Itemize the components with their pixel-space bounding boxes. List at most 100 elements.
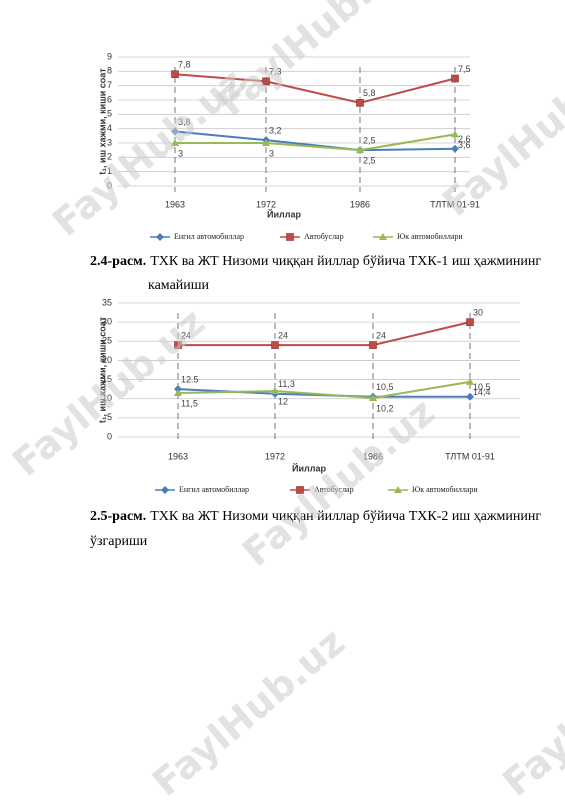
x-tick-label: ТЛТМ 01-91 bbox=[445, 451, 495, 461]
value-label: 3,8 bbox=[178, 117, 191, 127]
value-label: 10,5 bbox=[376, 382, 394, 392]
y-tick-label: 10 bbox=[102, 393, 112, 403]
y-tick-label: 8 bbox=[107, 66, 112, 76]
value-label: 3 bbox=[178, 148, 183, 158]
marker bbox=[271, 387, 279, 395]
caption: 2.5-расм. ТХК ва ЖТ Низоми чиққан йиллар … bbox=[90, 509, 541, 524]
caption-text: камайиши bbox=[148, 278, 210, 293]
marker bbox=[262, 139, 270, 146]
legend-label: Енгил автомобиллар bbox=[179, 485, 249, 494]
value-label: 12.5 bbox=[181, 375, 199, 385]
series-line bbox=[174, 73, 456, 104]
y-tick-label: 30 bbox=[102, 317, 112, 327]
y-axis-label: t₁, иш хажми, киши соат bbox=[97, 68, 107, 175]
value-label: 2,5 bbox=[363, 136, 376, 146]
caption-text: ТХК ва ЖТ Низоми чиққан йиллар бўйича ТХ… bbox=[150, 509, 541, 524]
marker bbox=[171, 127, 179, 136]
y-tick-label: 6 bbox=[107, 94, 112, 104]
marker bbox=[394, 486, 402, 493]
caption-number: 2.5-расм. bbox=[90, 509, 146, 524]
value-label: 7,5 bbox=[458, 64, 471, 74]
marker bbox=[161, 486, 169, 494]
value-label: 24 bbox=[278, 330, 288, 340]
y-tick-label: 4 bbox=[107, 123, 112, 133]
y-tick-label: 0 bbox=[107, 180, 112, 190]
series-line bbox=[177, 380, 471, 399]
marker bbox=[356, 99, 364, 107]
marker bbox=[171, 70, 179, 78]
legend-label: Автобуслар bbox=[314, 485, 354, 494]
marker bbox=[451, 144, 459, 153]
y-tick-label: 3 bbox=[107, 137, 112, 147]
x-tick-label: ТЛТМ 01-91 bbox=[430, 199, 480, 209]
marker bbox=[171, 139, 179, 146]
marker bbox=[379, 233, 387, 240]
marker bbox=[356, 146, 364, 154]
value-label: 10,2 bbox=[376, 403, 394, 413]
x-axis-label: Йиллар bbox=[292, 462, 326, 473]
y-tick-label: 2 bbox=[107, 152, 112, 162]
y-tick-label: 35 bbox=[102, 297, 112, 307]
y-tick-label: 9 bbox=[107, 51, 112, 61]
marker bbox=[451, 130, 459, 138]
value-label: 14,4 bbox=[473, 387, 491, 397]
value-label: 11,5 bbox=[181, 398, 198, 408]
marker bbox=[466, 318, 474, 326]
value-label: 11,3 bbox=[278, 379, 295, 389]
marker bbox=[466, 377, 474, 385]
x-tick-label: 1972 bbox=[256, 199, 276, 209]
legend-label: Енгил автомобиллар bbox=[174, 232, 244, 241]
value-label: 5,8 bbox=[363, 88, 376, 98]
marker bbox=[296, 486, 304, 494]
marker bbox=[286, 233, 294, 241]
series-line bbox=[175, 133, 456, 152]
y-tick-label: 0 bbox=[107, 431, 112, 441]
value-label: 2,6 bbox=[458, 134, 471, 144]
value-label: 24 bbox=[376, 330, 386, 340]
series-line bbox=[174, 130, 456, 152]
caption-number: 2.4-расм. bbox=[90, 254, 146, 269]
y-tick-label: 5 bbox=[107, 109, 112, 119]
legend-label: Юк автомобиллари bbox=[397, 232, 463, 241]
value-label: 10,5 bbox=[473, 382, 491, 392]
value-label: 7,8 bbox=[178, 60, 191, 70]
value-label: 2,5 bbox=[363, 156, 376, 166]
x-tick-label: 1972 bbox=[265, 451, 285, 461]
marker bbox=[369, 341, 377, 349]
value-label: 12 bbox=[278, 396, 288, 406]
marker bbox=[174, 341, 182, 349]
value-label: 30 bbox=[473, 308, 483, 318]
marker bbox=[466, 392, 474, 401]
value-label: 3 bbox=[269, 148, 274, 158]
marker bbox=[174, 388, 182, 396]
x-tick-label: 1963 bbox=[165, 199, 185, 209]
legend-label: Юк автомобиллари bbox=[412, 485, 478, 494]
legend-label: Автобуслар bbox=[304, 232, 344, 241]
value-label: 3,6 bbox=[458, 140, 471, 150]
marker bbox=[451, 74, 459, 83]
x-tick-label: 1986 bbox=[350, 199, 370, 209]
y-tick-label: 5 bbox=[107, 412, 112, 422]
y-tick-label: 15 bbox=[102, 374, 112, 384]
x-tick-label: 1963 bbox=[168, 451, 188, 461]
y-tick-label: 25 bbox=[102, 336, 112, 346]
value-label: 24 bbox=[181, 330, 191, 340]
caption-text: ТХК ва ЖТ Низоми чиққан йиллар бўйича ТХ… bbox=[150, 254, 541, 269]
series-line bbox=[178, 321, 471, 347]
value-label: 3,2 bbox=[269, 126, 282, 136]
marker bbox=[369, 393, 377, 401]
marker bbox=[156, 233, 164, 241]
y-tick-label: 7 bbox=[107, 80, 112, 90]
caption: 2.4-расм. ТХК ва ЖТ Низоми чиққан йиллар … bbox=[90, 254, 541, 269]
x-axis-label: Йиллар bbox=[267, 208, 301, 219]
y-tick-label: 20 bbox=[102, 355, 112, 365]
marker bbox=[262, 77, 270, 86]
value-label: 7,3 bbox=[269, 67, 282, 77]
x-tick-label: 1986 bbox=[363, 451, 383, 461]
y-axis-label: t₁, иш хажми, киши соат bbox=[97, 316, 107, 423]
marker bbox=[271, 341, 279, 349]
y-tick-label: 1 bbox=[107, 166, 112, 176]
caption-text: ўзгариши bbox=[90, 534, 148, 549]
